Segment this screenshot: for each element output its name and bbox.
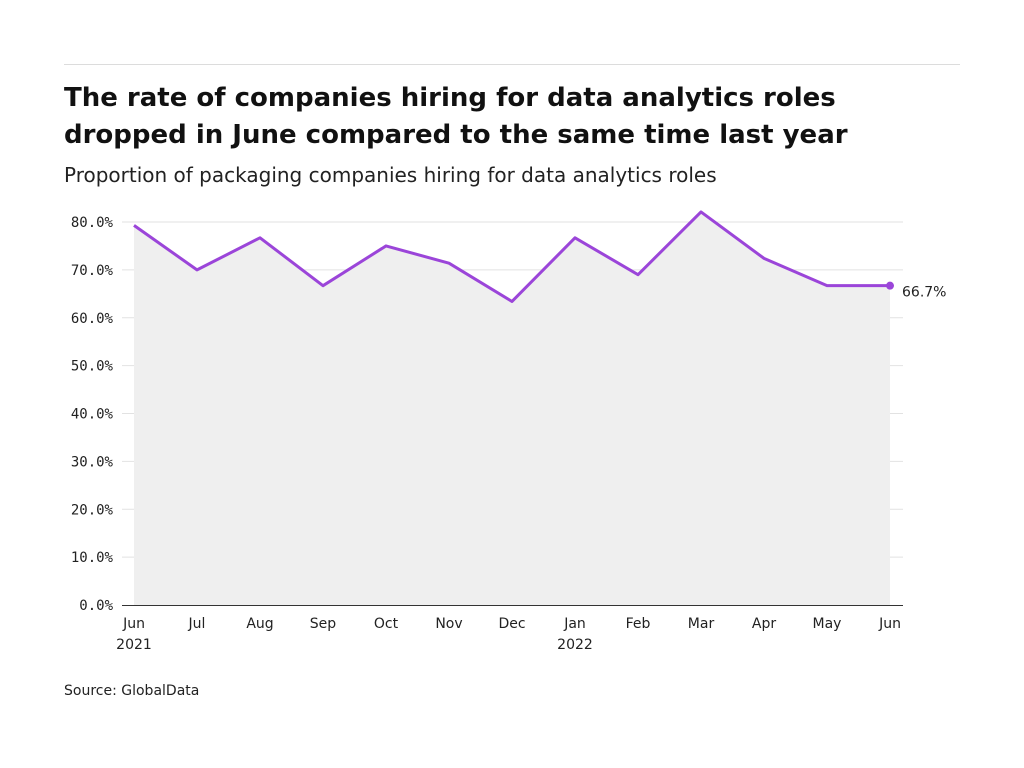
x-tick-label: May [813, 616, 842, 632]
data-point [195, 268, 199, 272]
data-point [447, 261, 451, 265]
x-tick-label: Sep [310, 616, 337, 632]
x-tick-year: 2022 [557, 637, 593, 653]
x-tick-label: Jun [122, 616, 145, 632]
data-point [132, 223, 136, 227]
data-point [825, 284, 829, 288]
x-tick-label: Apr [752, 616, 776, 632]
data-points [132, 210, 894, 303]
data-point [258, 236, 262, 240]
data-point [321, 284, 325, 288]
x-tick-year: 2021 [116, 637, 152, 653]
x-tick-label: Dec [498, 616, 525, 632]
line-chart: 0.0% 10.0% 20.0% 30.0% 40.0% 50.0% 60.0% 70.0% 8… [71, 210, 946, 653]
x-tick-label: Feb [626, 616, 651, 632]
series-line [133, 210, 890, 303]
chart-subtitle: Proportion of packaging companies hiring… [64, 163, 717, 187]
top-rule [64, 64, 960, 65]
end-value-label: 66.7% [902, 285, 946, 301]
data-point [762, 256, 766, 260]
data-point [384, 244, 388, 248]
area-fill [134, 211, 890, 606]
y-axis-ticks: 0.0% 10.0% 20.0% 30.0% 40.0% 50.0% 60.0% 70.0% 8… [71, 215, 114, 614]
x-tick-label: Nov [435, 616, 462, 632]
y-tick-label: 10.0% [71, 550, 114, 566]
y-tick-label: 30.0% [71, 454, 114, 470]
y-tick-label: 60.0% [71, 311, 114, 327]
x-tick-label: Oct [374, 616, 399, 632]
y-tick-label: 70.0% [71, 263, 114, 279]
x-tick-label: Aug [246, 616, 273, 632]
y-tick-label: 20.0% [71, 502, 114, 518]
y-tick-label: 0.0% [79, 598, 113, 614]
x-tick-label: Jan [563, 616, 586, 632]
y-tick-label: 50.0% [71, 359, 114, 375]
data-point [636, 273, 640, 277]
chart-title: The rate of companies hiring for data an… [64, 83, 848, 150]
x-tick-label: Mar [688, 616, 715, 632]
y-tick-label: 40.0% [71, 407, 114, 423]
data-point [573, 236, 577, 240]
x-tick-label: Jul [188, 616, 206, 632]
x-axis-ticks: Jun 2021 Jul Aug Sep Oct Nov Dec Jan 2022 Feb Mar Ap… [116, 616, 901, 653]
end-point [886, 281, 894, 290]
data-point [510, 299, 514, 303]
data-point [699, 210, 703, 214]
source-note: Source: GlobalData [64, 683, 200, 699]
y-tick-label: 80.0% [71, 215, 114, 231]
x-tick-label: Jun [878, 616, 901, 632]
